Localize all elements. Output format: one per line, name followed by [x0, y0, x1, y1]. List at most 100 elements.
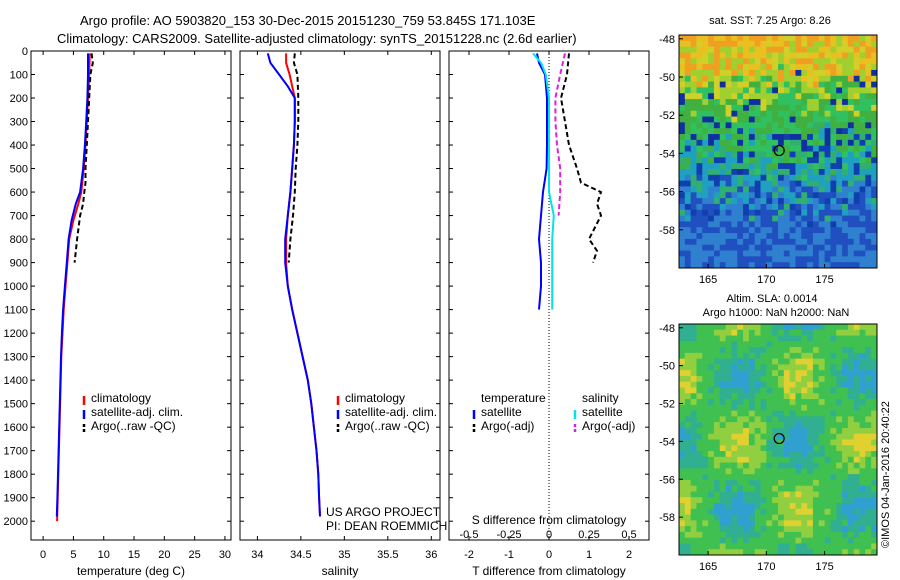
heatmap-cell [731, 168, 738, 176]
heatmap-cell [853, 531, 860, 539]
heatmap-cell [731, 503, 738, 510]
heatmap-cell [684, 227, 692, 234]
heatmap-cell [853, 52, 860, 59]
heatmap-cell [871, 549, 878, 556]
heatmap-cell [684, 468, 692, 475]
heatmap-cell [719, 64, 726, 71]
heatmap-cell [731, 93, 738, 100]
heatmap-cell [731, 433, 738, 440]
heatmap-cell [795, 543, 802, 550]
heatmap-cell [696, 256, 703, 263]
heatmap-cell [853, 75, 860, 83]
heatmap-cell [871, 393, 878, 400]
heatmap-cell [737, 375, 744, 383]
heatmap-cell [853, 192, 860, 199]
heatmap-cell [719, 381, 726, 388]
heatmap-cell [824, 433, 831, 440]
heatmap-cell [696, 163, 703, 170]
heatmap-cell [842, 203, 849, 211]
legend-s-argo-label: Argo(-adj) [582, 419, 635, 433]
heatmap-cell [812, 227, 820, 234]
heatmap-cell [778, 250, 785, 257]
heatmap-cell [696, 46, 703, 53]
heatmap-cell [871, 221, 878, 228]
heatmap-cell [795, 221, 802, 228]
heatmap-cell [743, 520, 750, 527]
heatmap-cell [847, 145, 855, 152]
heatmap-cell [725, 543, 732, 550]
heatmap-cell [690, 215, 697, 222]
heatmap-cell [859, 433, 866, 440]
heatmap-cell [679, 364, 686, 371]
heatmap-cell [783, 479, 791, 487]
heatmap-cell [789, 364, 796, 371]
heatmap-cell [760, 439, 767, 446]
heatmap-cell [830, 110, 837, 117]
heatmap-cell [684, 192, 692, 199]
heatmap-cell [748, 329, 756, 336]
heatmap-cell [725, 427, 732, 435]
heatmap-cell [865, 244, 872, 251]
heatmap-cell [818, 497, 825, 504]
heatmap-cell [830, 549, 837, 556]
heatmap-cell [731, 358, 738, 365]
heatmap-cell [859, 180, 866, 187]
heatmap-cell [801, 358, 808, 365]
heatmap-cell [859, 238, 866, 246]
heatmap-cell [801, 387, 808, 394]
heatmap-cell [725, 497, 732, 504]
heatmap-cell [696, 537, 703, 544]
heatmap-cell [679, 503, 686, 510]
heatmap-cell [743, 456, 750, 464]
heatmap-cell [690, 531, 697, 539]
heatmap-cell [766, 335, 773, 342]
heatmap-cell [708, 209, 715, 216]
heatmap-cell [696, 215, 703, 222]
heatmap-cell [836, 462, 843, 469]
heatmap-cell [871, 503, 878, 510]
heatmap-cell [748, 145, 756, 152]
heatmap-cell [737, 180, 744, 187]
heatmap-cell [690, 238, 697, 246]
heatmap-cell [725, 203, 732, 211]
heatmap-cell [842, 387, 849, 394]
heatmap-cell [859, 134, 866, 141]
heatmap-cell [830, 508, 837, 515]
heatmap-cell [853, 168, 860, 176]
heatmap-cell [812, 364, 820, 371]
heatmap-cell [847, 549, 855, 556]
heatmap-cell [853, 375, 860, 383]
heatmap-cell [772, 324, 779, 331]
heatmap-cell [684, 543, 692, 550]
heatmap-cell [696, 422, 703, 429]
heatmap-cell [871, 352, 878, 360]
heatmap-cell [772, 203, 779, 211]
heatmap-cell [789, 244, 796, 251]
heatmap-cell [859, 399, 866, 406]
heatmap-cell [748, 262, 756, 269]
heatmap-cell [737, 215, 744, 222]
heatmap-cell [766, 503, 773, 510]
heatmap-cell [713, 168, 721, 176]
heatmap-cell [807, 151, 814, 158]
heatmap-cell [801, 238, 808, 246]
heatmap-cell [783, 128, 791, 135]
heatmap-cell [789, 215, 796, 222]
heatmap-cell [789, 227, 796, 234]
heatmap-cell [766, 40, 773, 48]
heatmap-cell [772, 221, 779, 228]
heatmap-cell [842, 168, 849, 176]
heatmap-cell [859, 364, 866, 371]
heatmap-cell [748, 192, 756, 199]
heatmap-cell [795, 491, 802, 498]
heatmap-cell [766, 192, 773, 199]
heatmap-cell [818, 381, 825, 388]
heatmap-cell [743, 341, 750, 348]
heatmap-cell [801, 549, 808, 556]
heatmap-cell [766, 163, 773, 170]
heatmap-cell [847, 451, 855, 458]
heatmap-cell [754, 531, 761, 539]
heatmap-cell [743, 508, 750, 515]
heatmap-cell [702, 157, 709, 164]
